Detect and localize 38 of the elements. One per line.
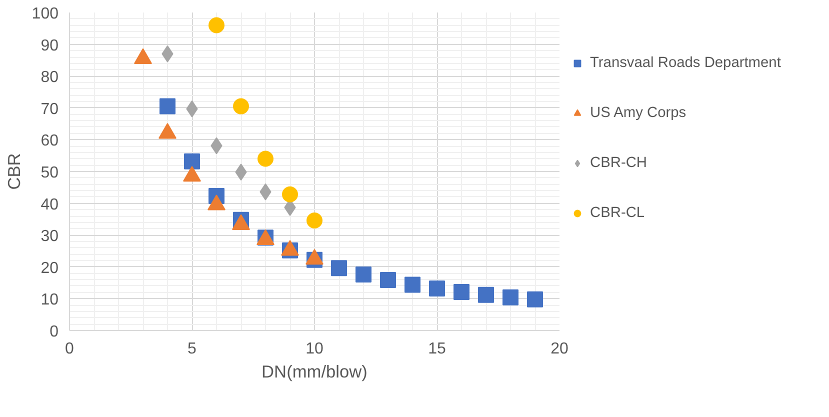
- point: [160, 98, 176, 114]
- point: [356, 266, 372, 283]
- x-axis-title: DN(mm/blow): [262, 362, 368, 382]
- y-tick-label: 50: [40, 164, 59, 182]
- legend-label: CBR-CL: [590, 205, 645, 221]
- x-tick-label: 10: [306, 340, 324, 358]
- y-tick-label: 0: [50, 324, 59, 340]
- point: [258, 150, 274, 167]
- point: [478, 286, 494, 303]
- point: [429, 280, 445, 297]
- legend-label: US Amy Corps: [590, 105, 686, 121]
- y-tick-label: 90: [40, 37, 59, 54]
- y-tick-label: 10: [40, 292, 59, 309]
- x-tick-label: 20: [550, 340, 568, 358]
- y-tick-label: 60: [40, 132, 59, 150]
- y-tick-label: 100: [32, 6, 59, 22]
- point: [380, 272, 396, 288]
- y-axis-title: CBR: [4, 153, 24, 190]
- point: [282, 186, 298, 202]
- point: [527, 291, 543, 308]
- point: [208, 17, 224, 34]
- point: [331, 260, 347, 276]
- point: [404, 276, 420, 293]
- point: [233, 98, 249, 114]
- y-tick-label: 40: [40, 196, 59, 214]
- y-tick-label: 20: [40, 260, 59, 277]
- point: [184, 153, 200, 170]
- x-tick-label: 15: [428, 340, 446, 358]
- y-tick-label: 70: [40, 100, 59, 118]
- legend-label: Transvaal Roads Department: [590, 55, 781, 71]
- legend-label: CBR-CH: [590, 155, 647, 171]
- point: [502, 289, 518, 306]
- point: [454, 284, 470, 300]
- x-tick-label: 5: [188, 340, 197, 358]
- y-tick-label: 80: [40, 69, 59, 86]
- x-tick-label: 0: [65, 340, 74, 358]
- y-tick-label: 30: [40, 228, 59, 246]
- point: [306, 212, 322, 228]
